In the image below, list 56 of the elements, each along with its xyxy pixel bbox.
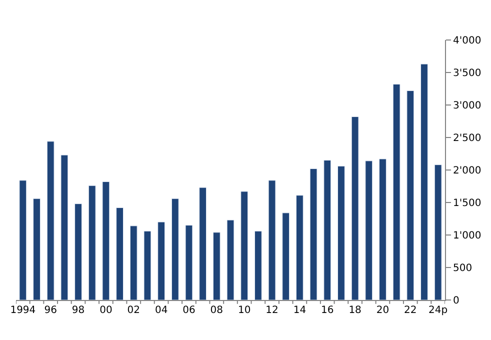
- bar: [199, 187, 207, 300]
- bar: [74, 204, 82, 300]
- y-tick-label: 0: [453, 296, 460, 306]
- y-tick-label: 4'000: [453, 36, 482, 46]
- bar: [324, 160, 332, 300]
- bar: [130, 226, 138, 300]
- bar: [434, 164, 442, 300]
- bar: [226, 220, 234, 300]
- bar: [102, 181, 110, 300]
- x-tick-label: 12: [266, 305, 278, 316]
- y-tick-label: 3'500: [453, 68, 482, 79]
- bar: [420, 64, 428, 300]
- bar: [338, 166, 345, 300]
- x-tick-label: 08: [210, 305, 224, 316]
- x-tick-label: 06: [182, 305, 196, 316]
- bar: [33, 198, 40, 300]
- bar: [351, 116, 359, 300]
- bar: [240, 191, 248, 300]
- y-tick-label: 3'000: [453, 100, 482, 112]
- bar: [88, 185, 96, 300]
- x-tick-label: 24p: [428, 305, 448, 316]
- bar: [116, 207, 124, 300]
- x-tick-label: 1994: [10, 305, 36, 316]
- x-tick-label: 02: [127, 305, 140, 316]
- bar: [282, 212, 290, 300]
- bar: [19, 180, 27, 300]
- y-tick-label: 2'000: [453, 166, 482, 176]
- bar: [254, 230, 262, 300]
- bar: [310, 168, 318, 300]
- x-tick-label: 16: [321, 305, 334, 316]
- x-tick-label: 04: [154, 305, 168, 316]
- bar: [379, 158, 386, 300]
- x-tick-label: 00: [100, 305, 112, 316]
- bar: [171, 198, 179, 300]
- x-tick-label: 14: [293, 305, 306, 316]
- x-tick-label: 10: [238, 305, 251, 316]
- y-tick-label: 2'500: [453, 133, 482, 144]
- y-tick-label: 1'000: [453, 230, 482, 242]
- bar: [144, 230, 152, 300]
- x-tick-label: 18: [348, 305, 362, 316]
- bar: [212, 232, 220, 300]
- x-tick-label: 96: [44, 305, 57, 316]
- x-tick-label: 20: [376, 305, 390, 316]
- bar: [296, 195, 304, 300]
- bar: [46, 141, 54, 300]
- bar: [406, 90, 414, 300]
- bar: [268, 180, 276, 300]
- y-tick-label: 500: [453, 263, 472, 274]
- x-tick-label: 22: [404, 305, 417, 316]
- y-tick-label: 1'500: [453, 198, 482, 209]
- bar: [365, 160, 373, 300]
- bar: [158, 222, 166, 300]
- bar: [60, 154, 68, 300]
- bar: [392, 84, 400, 300]
- bar: [185, 225, 193, 300]
- x-tick-label: 98: [72, 305, 85, 316]
